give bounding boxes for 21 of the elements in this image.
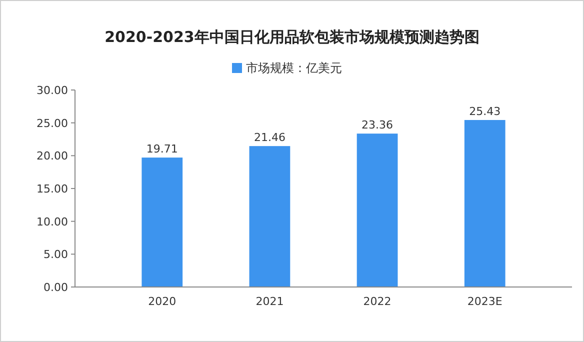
legend-label: 市场规模：亿美元	[246, 61, 342, 75]
bar	[142, 158, 183, 287]
x-tick-label: 2023E	[467, 295, 502, 308]
x-tick-label: 2021	[256, 295, 284, 308]
data-label: 21.46	[254, 131, 286, 144]
y-tick-label: 5.00	[44, 248, 68, 262]
bar	[356, 134, 398, 287]
x-tick-label: 2022	[363, 295, 392, 308]
y-tick-label: 10.00	[36, 215, 68, 228]
y-tick-label: 0.00	[44, 281, 68, 294]
y-tick-label: 20.00	[36, 150, 68, 163]
bar	[464, 120, 506, 287]
data-label: 19.71	[146, 142, 178, 156]
data-label: 23.36	[362, 118, 394, 132]
y-tick-label: 15.00	[36, 182, 68, 196]
y-tick-label: 25.00	[36, 116, 68, 130]
y-tick-label: 30.00	[36, 84, 68, 97]
data-label: 25.43	[469, 105, 501, 118]
chart-title: 2020-2023年中国日化用品软包装市场规模预测趋势图	[104, 28, 480, 46]
x-tick-label: 2020	[148, 295, 176, 308]
bar	[249, 146, 290, 287]
